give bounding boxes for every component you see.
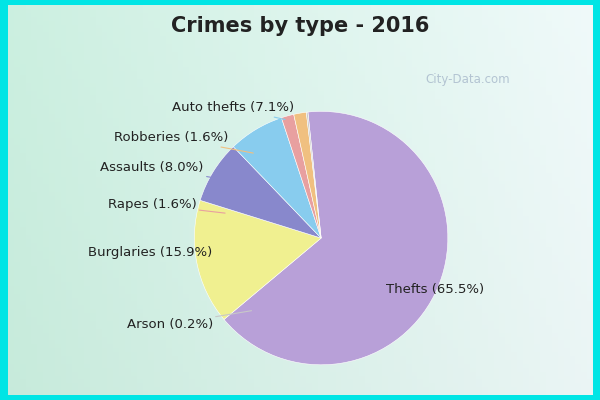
Wedge shape [194,200,321,320]
Text: Robberies (1.6%): Robberies (1.6%) [115,131,253,153]
Wedge shape [306,112,321,238]
Text: Arson (0.2%): Arson (0.2%) [127,311,251,331]
Wedge shape [200,147,321,238]
Text: City-Data.com: City-Data.com [425,74,511,86]
Text: Assaults (8.0%): Assaults (8.0%) [100,161,236,181]
Text: Auto thefts (7.1%): Auto thefts (7.1%) [172,101,294,120]
Text: Crimes by type - 2016: Crimes by type - 2016 [171,16,429,36]
Text: Thefts (65.5%): Thefts (65.5%) [386,276,485,296]
Wedge shape [294,112,321,238]
Text: Burglaries (15.9%): Burglaries (15.9%) [88,246,216,259]
Wedge shape [224,111,448,365]
Wedge shape [281,114,321,238]
Text: Rapes (1.6%): Rapes (1.6%) [108,198,225,213]
Wedge shape [233,118,321,238]
